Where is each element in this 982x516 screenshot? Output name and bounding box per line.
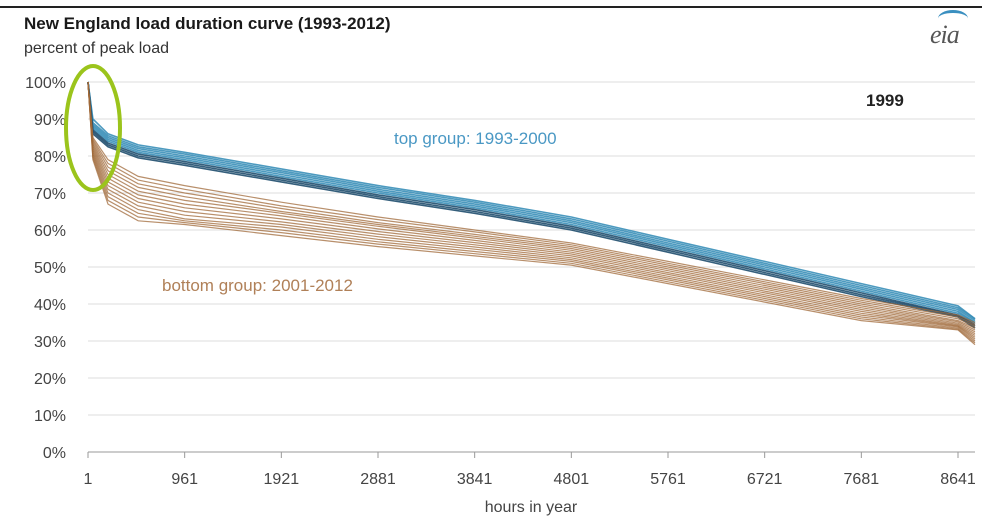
series-line-bottom <box>87 81 976 324</box>
series-line-top <box>87 81 976 324</box>
series-line-top <box>87 81 976 327</box>
series-line-bottom <box>87 81 976 346</box>
series-line-bottom <box>87 81 976 335</box>
y-axis-ticks: 0% 10% 20% 30% 40% 50% 60% 70% 80% 90% 100% <box>25 75 66 462</box>
x-tick-label: 5761 <box>650 471 686 488</box>
x-tick-label: 7681 <box>844 471 880 488</box>
eia-logo: eia <box>930 20 960 49</box>
x-axis-label: hours in year <box>485 499 578 516</box>
annotation-top-group: top group: 1993-2000 <box>394 129 557 148</box>
series-line-bottom <box>87 81 976 338</box>
x-tick-label: 1921 <box>264 471 300 488</box>
y-tick-label: 0% <box>43 445 66 462</box>
y-tick-label: 30% <box>34 334 66 351</box>
x-tick-label: 1 <box>84 471 93 488</box>
series-line-bottom <box>87 81 976 340</box>
x-tick-label: 4801 <box>554 471 590 488</box>
y-tick-label: 40% <box>34 297 66 314</box>
series-line-top <box>87 81 976 320</box>
series-line-top <box>87 81 976 324</box>
x-tick-label: 2881 <box>360 471 396 488</box>
highlight-ellipse <box>64 64 122 192</box>
y-tick-label: 60% <box>34 223 66 240</box>
grid-layer <box>88 81 975 416</box>
series-line-bottom <box>87 81 976 344</box>
series-line-top <box>87 81 976 329</box>
annotation-highlight-year: 1999 <box>866 91 904 110</box>
chart-title: New England load duration curve (1993-20… <box>24 14 391 33</box>
x-tick-label: 961 <box>171 471 198 488</box>
x-tick-label: 6721 <box>747 471 783 488</box>
y-tick-label: 10% <box>34 408 66 425</box>
y-tick-label: 70% <box>34 186 66 203</box>
top-rule <box>0 6 982 8</box>
x-tick-label: 3841 <box>457 471 493 488</box>
series-line-top <box>87 81 976 322</box>
y-tick-label: 80% <box>34 149 66 166</box>
series-line-bottom <box>87 81 976 331</box>
series-line-bottom <box>87 81 976 336</box>
annotation-bottom-group: bottom group: 2001-2012 <box>162 276 353 295</box>
series-line-bottom <box>87 81 976 333</box>
y-tick-label: 90% <box>34 112 66 129</box>
x-axis-ticks: 1 961 1921 2881 3841 4801 5761 6721 7681 8641 <box>84 452 976 488</box>
y-tick-label: 50% <box>34 260 66 277</box>
y-tick-label: 100% <box>25 75 66 92</box>
eia-logo-arc <box>938 10 968 27</box>
x-tick-label: 8641 <box>940 471 976 488</box>
series-layer <box>87 81 976 346</box>
y-tick-label: 20% <box>34 371 66 388</box>
series-line-bottom <box>87 81 976 342</box>
series-line-top <box>87 81 976 320</box>
chart-subtitle: percent of peak load <box>24 40 169 57</box>
series-line-top <box>87 81 976 326</box>
